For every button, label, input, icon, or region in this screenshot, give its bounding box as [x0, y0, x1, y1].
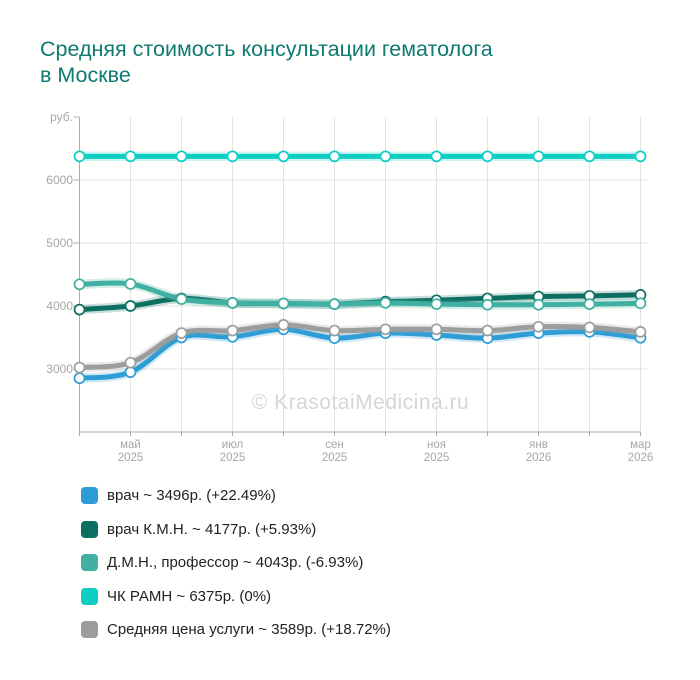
- series-marker-2: [277, 297, 290, 310]
- series-marker-2: [634, 297, 647, 310]
- series-marker-4: [175, 327, 188, 339]
- legend-item-4: Средняя цена услуги ~ 3589р. (+18.72%): [81, 621, 391, 638]
- series-marker-3: [175, 150, 188, 163]
- series-marker-4: [73, 361, 86, 374]
- series-marker-2: [124, 278, 137, 290]
- x-axis-label-month: июл: [222, 439, 244, 451]
- series-marker-3: [583, 150, 596, 163]
- series-marker-2: [481, 298, 494, 311]
- series-marker-2: [328, 298, 341, 310]
- x-axis-label-month: мар: [630, 439, 651, 451]
- legend-label-2: Д.М.Н., профессор ~ 4043р. (-6.93%): [107, 554, 364, 571]
- series-marker-3: [379, 150, 392, 163]
- series-marker-4: [532, 320, 545, 333]
- y-axis-unit-label: руб.: [50, 110, 73, 124]
- x-axis-label-month: май: [120, 439, 141, 451]
- series-marker-2: [73, 278, 86, 291]
- y-axis-label: 5000: [46, 236, 73, 250]
- legend-item-1: врач К.М.Н. ~ 4177р. (+5.93%): [81, 520, 391, 538]
- x-axis-label-month: сен: [325, 439, 344, 451]
- x-axis-label-year: 2026: [526, 452, 552, 464]
- series-marker-3: [532, 150, 545, 163]
- series-marker-4: [430, 323, 443, 336]
- series-marker-2: [532, 298, 545, 311]
- chart-title-line1: Средняя стоимость консультации гематолог…: [40, 37, 493, 61]
- series-marker-4: [583, 321, 596, 334]
- series-marker-4: [124, 356, 137, 369]
- x-axis-label-month: ноя: [427, 439, 446, 451]
- x-axis-label-year: 2025: [118, 452, 144, 464]
- series-marker-4: [481, 324, 494, 337]
- y-axis-label: 3000: [46, 362, 73, 376]
- series-marker-0: [73, 372, 86, 385]
- series-marker-4: [226, 324, 239, 337]
- series-marker-3: [328, 150, 341, 163]
- x-axis-label-month: янв: [529, 439, 548, 451]
- series-marker-2: [175, 293, 188, 305]
- series-marker-3: [430, 150, 443, 163]
- series-marker-2: [583, 298, 596, 310]
- legend-swatch-1: [81, 520, 98, 538]
- x-axis-label-year: 2025: [220, 452, 246, 464]
- x-axis-label-year: 2025: [424, 452, 450, 464]
- chart-title: Средняя стоимость консультации гематолог…: [40, 36, 493, 88]
- series-marker-2: [226, 297, 239, 309]
- series-marker-4: [328, 324, 341, 337]
- legend-label-3: ЧК РАМН ~ 6375р. (0%): [107, 587, 272, 605]
- x-axis-label-year: 2026: [628, 452, 654, 464]
- watermark: © KrasotaiMedicina.ru: [251, 391, 470, 414]
- series-marker-2: [430, 298, 443, 310]
- series-marker-3: [226, 150, 239, 163]
- series-marker-4: [277, 319, 290, 331]
- legend-item-0: врач ~ 3496р. (+22.49%): [81, 487, 391, 504]
- series-marker-1: [124, 300, 137, 312]
- series-marker-0: [124, 366, 137, 378]
- chart-legend: врач ~ 3496р. (+22.49%) врач К.М.Н. ~ 417…: [81, 487, 391, 655]
- series-marker-1: [73, 303, 86, 316]
- series-marker-3: [124, 150, 137, 163]
- legend-item-2: Д.М.Н., профессор ~ 4043р. (-6.93%): [81, 554, 391, 571]
- legend-swatch-3: [81, 587, 98, 605]
- legend-item-3: ЧК РАМН ~ 6375р. (0%): [81, 587, 391, 605]
- price-chart: 6000500040003000руб.май2025июл2025сен202…: [46, 110, 654, 464]
- series-marker-3: [481, 150, 494, 163]
- y-axis-label: 6000: [46, 173, 73, 187]
- legend-swatch-0: [81, 487, 98, 504]
- legend-label-1: врач К.М.Н. ~ 4177р. (+5.93%): [107, 520, 317, 538]
- series-marker-2: [379, 297, 392, 309]
- series-marker-4: [379, 323, 392, 336]
- series-marker-3: [634, 150, 647, 163]
- y-axis-label: 4000: [46, 299, 73, 313]
- series-marker-4: [634, 326, 647, 338]
- x-axis-label-year: 2025: [322, 452, 348, 464]
- series-marker-3: [73, 150, 86, 163]
- legend-swatch-2: [81, 554, 98, 571]
- legend-label-0: врач ~ 3496р. (+22.49%): [107, 487, 276, 504]
- series-marker-3: [277, 150, 290, 163]
- chart-title-line2: в Москве: [40, 63, 131, 87]
- legend-swatch-4: [81, 621, 98, 638]
- legend-label-4: Средняя цена услуги ~ 3589р. (+18.72%): [107, 621, 391, 638]
